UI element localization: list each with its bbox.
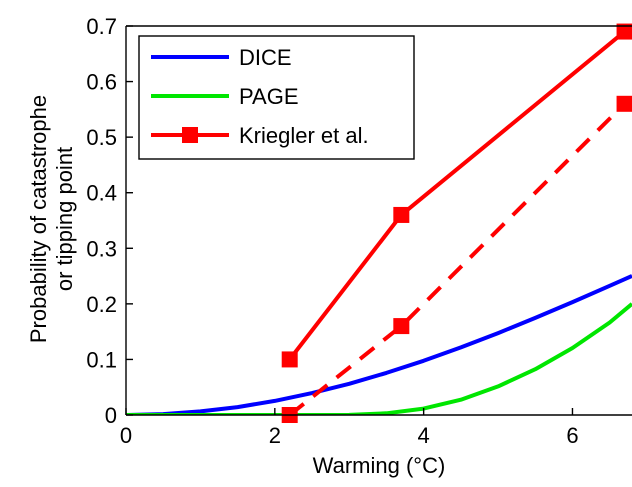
data-point-marker xyxy=(616,23,632,40)
legend-label: Kriegler et al. xyxy=(239,123,369,148)
y-tick-label: 0.5 xyxy=(86,125,117,150)
x-tick-label: 2 xyxy=(269,423,281,448)
x-tick-label: 4 xyxy=(418,423,430,448)
x-tick-label: 6 xyxy=(566,423,578,448)
y-axis-label-line-1: Probability of catastrophe xyxy=(26,95,51,343)
y-tick-label: 0.2 xyxy=(86,292,117,317)
legend-label: DICE xyxy=(239,45,292,70)
x-tick-label: 0 xyxy=(120,423,132,448)
legend: DICE PAGE Kriegler et al. xyxy=(138,35,415,160)
series-line-kriegler-dashed xyxy=(288,102,627,415)
legend-label: PAGE xyxy=(239,84,299,109)
y-axis-label: Probability of catastrophe or tipping po… xyxy=(26,95,77,343)
x-ticks: 0 2 4 6 xyxy=(120,408,579,448)
axis-layer: 0 2 4 6 0 0.1 0.2 0.3 0.4 0.5 0.6 0.7 Warming (°C)… xyxy=(26,14,632,478)
data-point-marker xyxy=(393,206,410,223)
series-line-dice xyxy=(126,274,632,415)
data-point-marker xyxy=(281,351,298,368)
x-axis-label: Warming (°C) xyxy=(313,453,446,478)
y-tick-label: 0.1 xyxy=(86,347,117,372)
y-ticks: 0 0.1 0.2 0.3 0.4 0.5 0.6 0.7 xyxy=(86,14,133,428)
y-tick-label: 0.4 xyxy=(86,181,117,206)
data-point-marker xyxy=(393,318,410,335)
y-tick-label: 0.7 xyxy=(86,14,117,39)
legend-marker xyxy=(182,127,198,143)
data-point-marker xyxy=(616,95,632,112)
y-tick-label: 0.3 xyxy=(86,236,117,261)
y-axis-label-line-2: or tipping point xyxy=(52,147,77,291)
y-tick-label: 0 xyxy=(105,403,117,428)
y-tick-label: 0.6 xyxy=(86,70,117,95)
